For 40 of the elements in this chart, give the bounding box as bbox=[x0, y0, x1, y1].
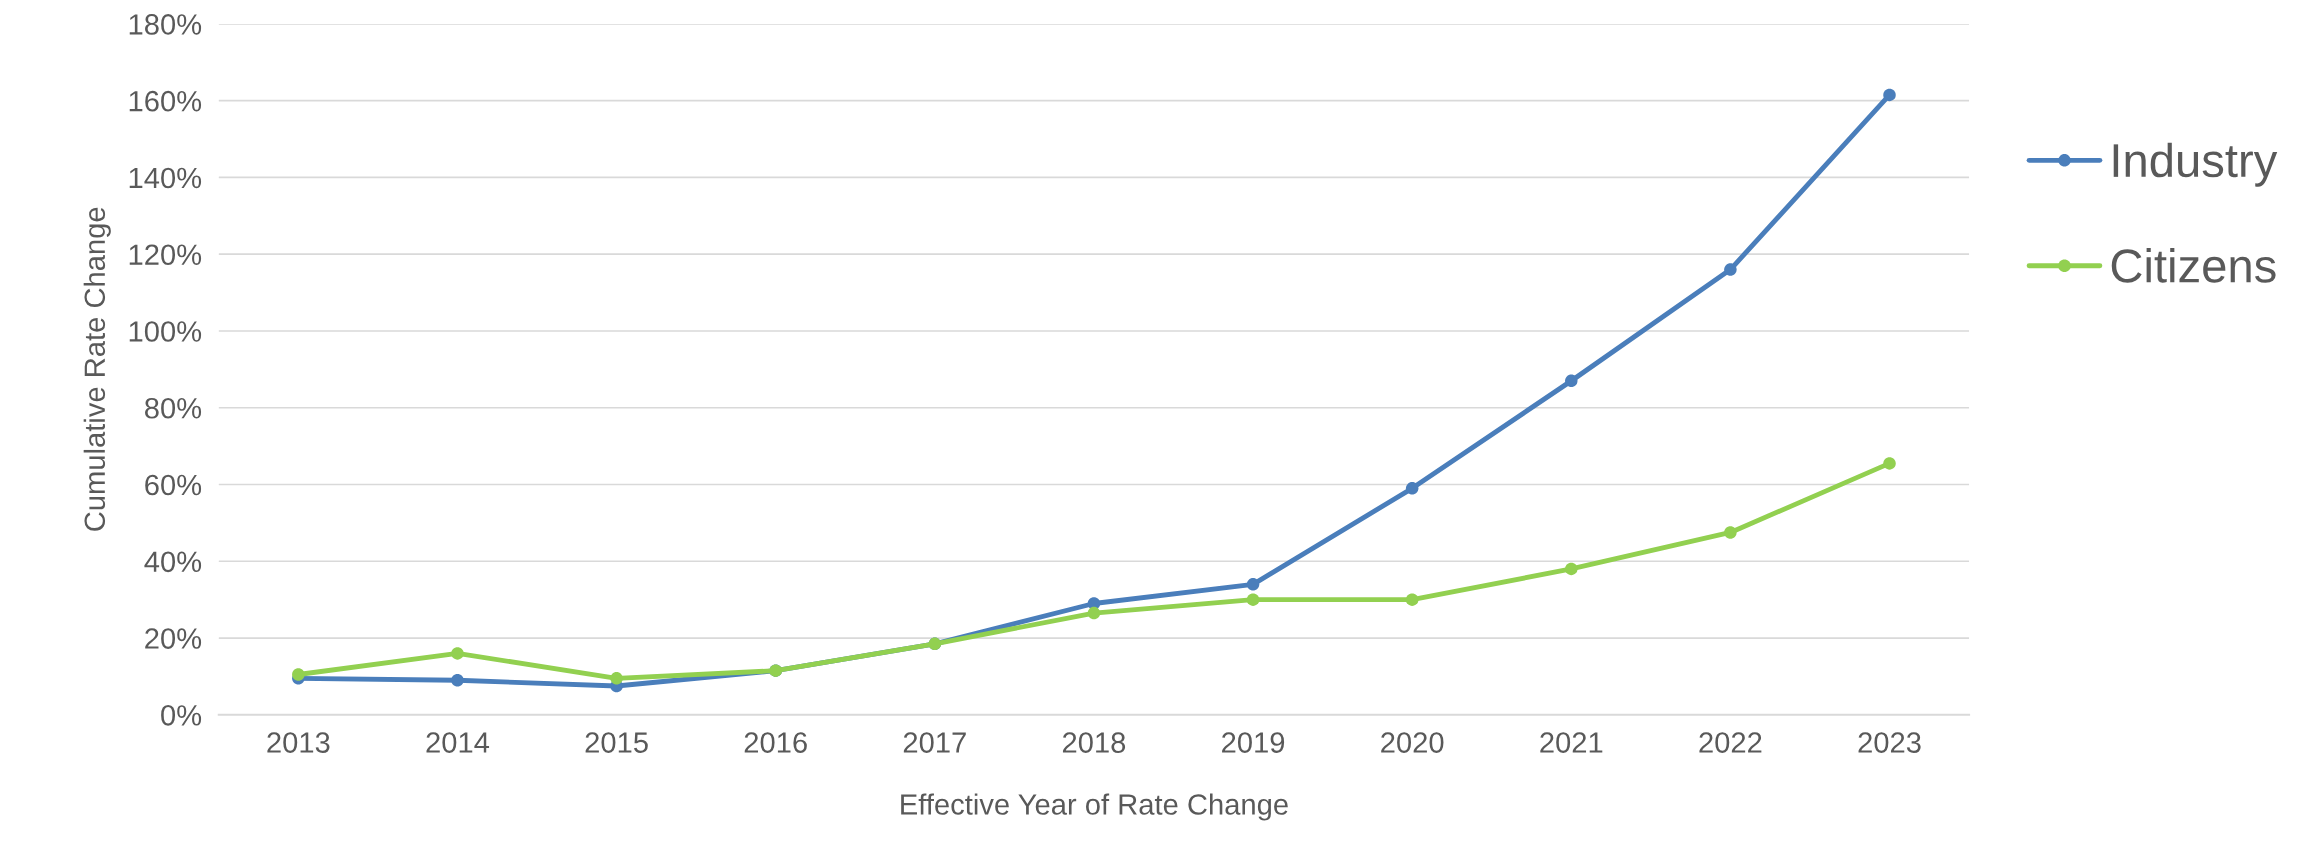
x-tick-label: 2022 bbox=[1699, 732, 1762, 753]
point bbox=[1246, 593, 1260, 606]
point bbox=[1565, 374, 1578, 388]
point bbox=[1724, 263, 1737, 276]
y-tick-label: 60% bbox=[145, 474, 202, 496]
point bbox=[1405, 593, 1419, 606]
x-tick-label: 2017 bbox=[903, 732, 966, 753]
point bbox=[1405, 482, 1419, 495]
legend-label: Citizens bbox=[2111, 248, 2276, 283]
point bbox=[1883, 88, 1896, 102]
x-tick-label: 2016 bbox=[744, 732, 807, 753]
point bbox=[610, 672, 623, 685]
y-tick-label: 40% bbox=[144, 551, 202, 573]
x-tick-label: 2019 bbox=[1222, 732, 1285, 753]
y-tick-label: 20% bbox=[145, 628, 202, 649]
y-tick-label: 120% bbox=[129, 244, 202, 266]
point bbox=[1724, 526, 1737, 539]
x-tick-label: 2014 bbox=[426, 732, 490, 753]
x-tick-label: 2021 bbox=[1540, 732, 1603, 753]
y-tick-label: 100% bbox=[129, 321, 202, 342]
y-tick-label: 140% bbox=[129, 167, 202, 189]
point bbox=[1246, 578, 1260, 591]
point bbox=[451, 674, 464, 687]
y-tick-label: 0% bbox=[161, 705, 202, 726]
x-tick-label: 2023 bbox=[1858, 732, 1921, 753]
x-axis-title: Effective Year of Rate Change bbox=[901, 793, 1288, 821]
point bbox=[1565, 562, 1578, 576]
point bbox=[292, 668, 305, 681]
y-tick-label: 180% bbox=[129, 14, 202, 35]
x-tick-label: 2015 bbox=[585, 732, 648, 753]
x-tick-label: 2020 bbox=[1381, 732, 1444, 753]
y-tick-label: 160% bbox=[129, 90, 202, 112]
point bbox=[451, 647, 464, 660]
legend-label: Industry bbox=[2113, 142, 2278, 187]
x-tick-label: 2013 bbox=[267, 732, 330, 753]
point bbox=[1883, 457, 1896, 470]
y-axis-title: Cumulative Rate Change bbox=[83, 207, 111, 531]
x-tick-label: 2018 bbox=[1062, 732, 1126, 753]
y-tick-label: 80% bbox=[145, 397, 202, 419]
point bbox=[1087, 606, 1101, 620]
